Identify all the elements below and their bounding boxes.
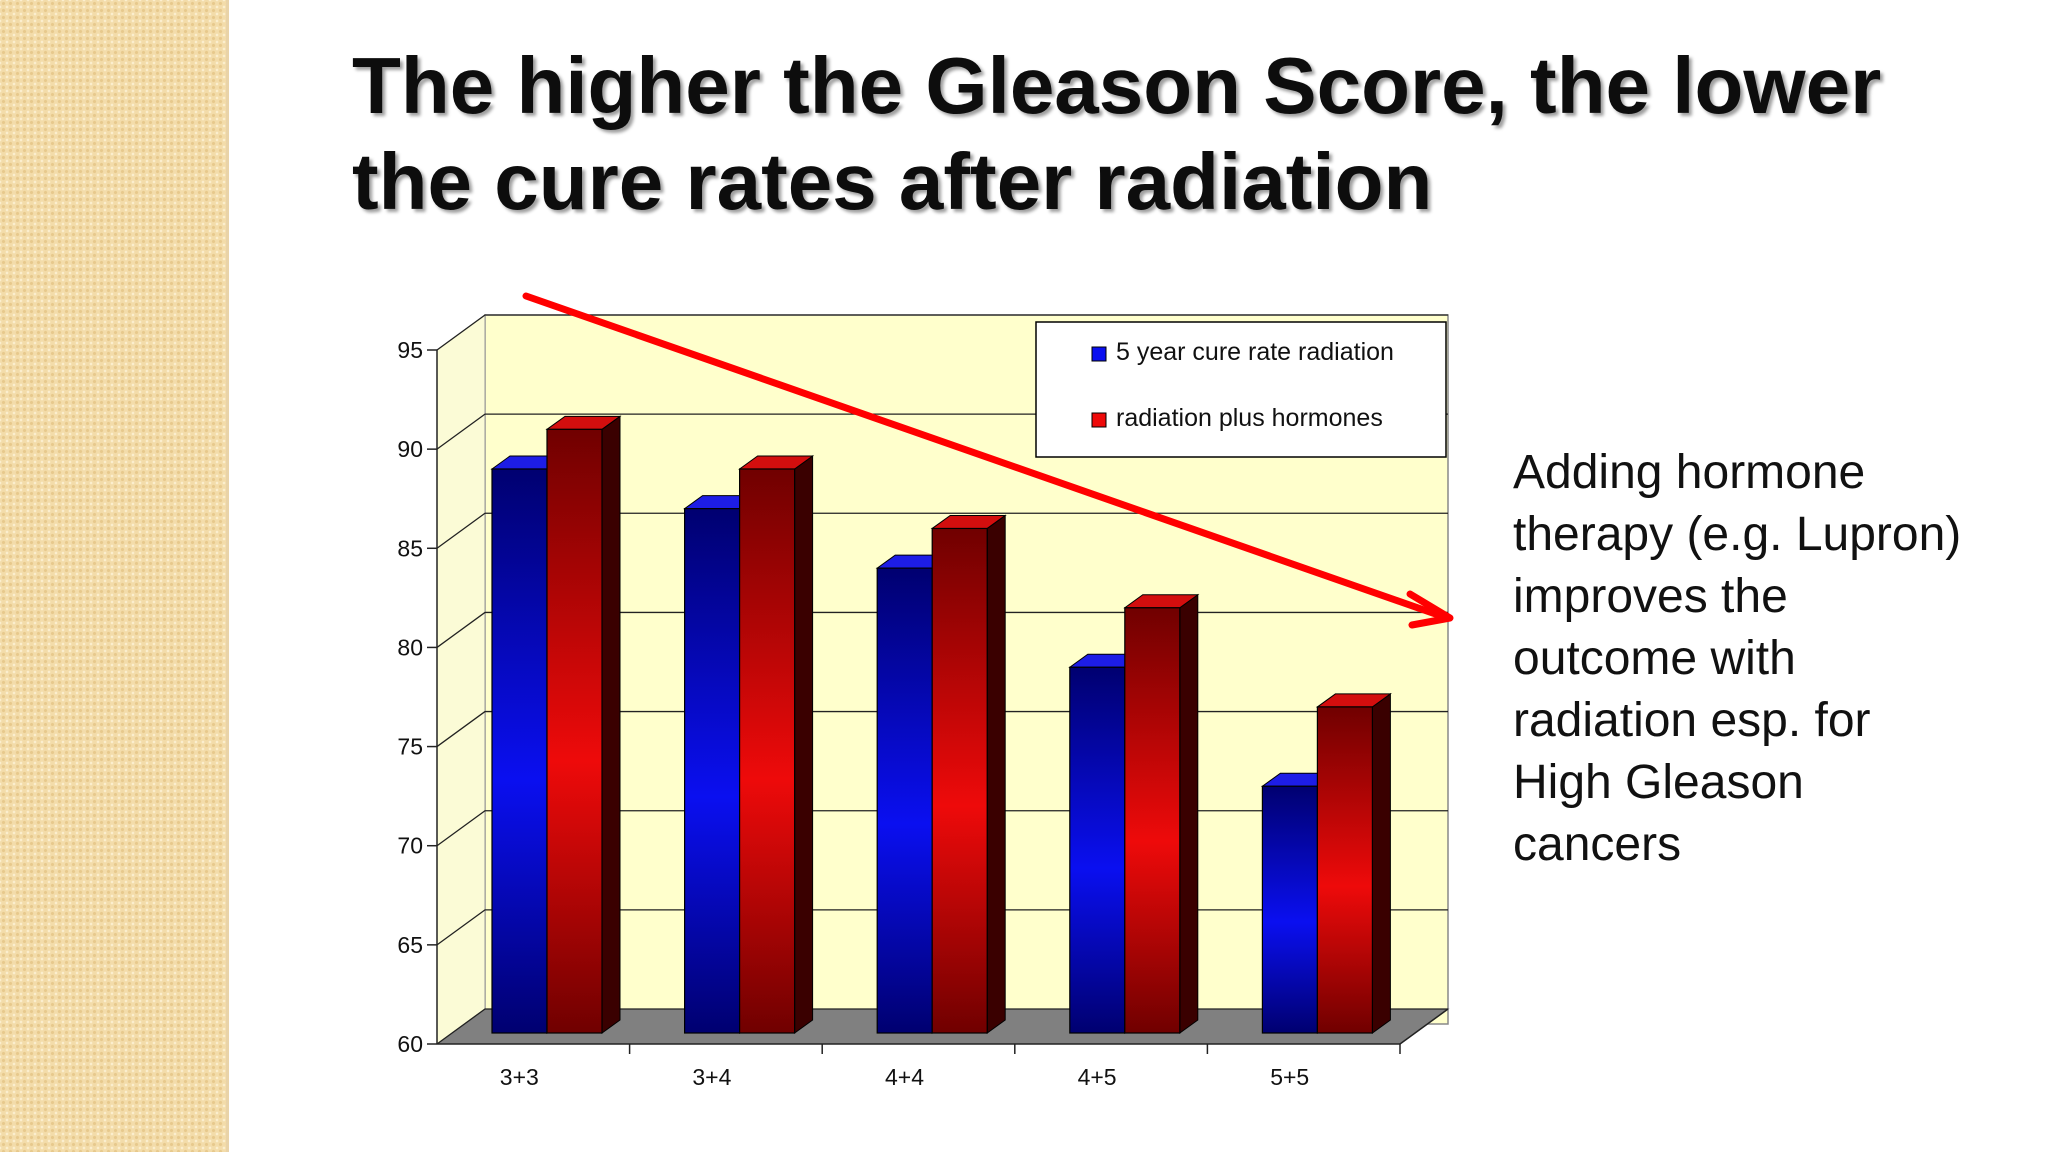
bar	[1069, 666, 1126, 1034]
bar-side	[794, 454, 814, 1034]
bar-side	[986, 514, 1006, 1034]
x-tick-label: 5+5	[1270, 1064, 1309, 1090]
trend-arrow-shaft	[522, 292, 1448, 621]
y-tick-label: 75	[397, 734, 423, 760]
x-tick-label: 3+3	[500, 1064, 539, 1090]
bar	[683, 508, 741, 1034]
gridline	[436, 512, 1448, 549]
x-tick-label: 4+4	[885, 1064, 924, 1090]
decorative-side-panel	[0, 0, 229, 1152]
legend-label: 5 year cure rate radiation	[1116, 338, 1394, 366]
bar	[546, 428, 603, 1034]
bar-side	[1179, 593, 1199, 1034]
bar	[1124, 607, 1181, 1034]
legend-box	[1035, 321, 1447, 458]
trend-arrow-head	[1406, 590, 1454, 629]
y-tick-label: 70	[397, 833, 423, 859]
y-tick-label: 60	[397, 1031, 423, 1057]
bar	[1316, 706, 1374, 1034]
bar-side	[1371, 692, 1391, 1034]
y-tick-label: 85	[397, 535, 423, 561]
side-note: Adding hormone therapy (e.g. Lupron) imp…	[1513, 446, 1962, 871]
legend: 5 year cure rate radiation radiation plus…	[1035, 321, 1447, 458]
bar	[931, 527, 988, 1034]
bar	[738, 468, 796, 1034]
bar-side	[601, 415, 621, 1034]
y-tick-label: 65	[397, 932, 423, 958]
y-tick-label: 80	[397, 634, 423, 660]
x-tick-label: 4+5	[1078, 1064, 1117, 1090]
x-axis-depth	[1399, 1008, 1449, 1045]
legend-label: radiation plus hormones	[1116, 404, 1383, 432]
legend-swatch	[1091, 412, 1107, 428]
bar	[1261, 785, 1319, 1034]
chart-side-wall	[436, 314, 486, 1045]
bar	[491, 468, 548, 1034]
bar	[876, 567, 933, 1034]
slide-title: The higher the Gleason Score, the lower …	[352, 41, 1882, 226]
x-tick-label: 3+4	[692, 1064, 731, 1090]
legend-swatch	[1091, 346, 1107, 362]
gridline	[436, 314, 1448, 351]
y-tick-label: 95	[397, 337, 423, 363]
y-tick-label: 90	[397, 436, 423, 462]
